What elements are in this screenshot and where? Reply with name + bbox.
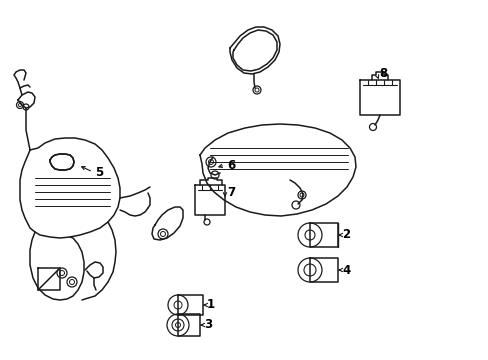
Text: 3: 3 (203, 319, 212, 332)
Text: 5: 5 (95, 166, 103, 179)
Text: 4: 4 (341, 264, 349, 276)
Text: 7: 7 (226, 185, 235, 198)
Text: 6: 6 (226, 158, 235, 171)
Text: 1: 1 (206, 298, 215, 311)
Text: 8: 8 (378, 67, 386, 80)
Text: 2: 2 (341, 229, 349, 242)
